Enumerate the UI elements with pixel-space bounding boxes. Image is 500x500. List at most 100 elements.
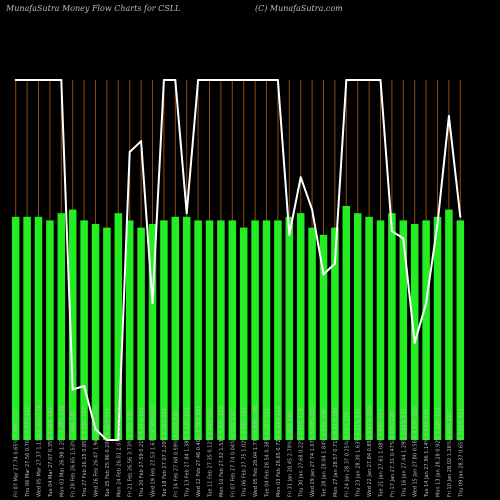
x-tick-label: Fri 24 Jan 28.37 0.25% 5.11% 124 — [344, 412, 350, 497]
x-tick-label: Tue 11 Feb 27.35 0.12% 6.84% 135 — [208, 408, 214, 498]
x-tick-label: Mon 24 Feb 26.01 2.07% 4.44% 145 — [116, 406, 122, 497]
bar — [80, 220, 88, 440]
line-point — [37, 79, 40, 81]
x-tick-label: Mon 27 Jan 28.57 0.71% 6.41% 138 — [333, 407, 339, 497]
x-tick-label: Wed 15 Jan 27.80 0.58% 4.73% 116 — [413, 407, 419, 497]
line-point — [117, 439, 120, 441]
copyright-text: (C) MunafaSutra.com — [255, 4, 343, 13]
bar — [445, 209, 453, 440]
bar — [239, 227, 248, 440]
chart-title: MunafaSutra Money Flow Charts for CSLL — [6, 4, 181, 13]
x-tick-label: Mon 10 Feb 27.32 1.53% 5.92% 129 — [219, 406, 225, 497]
line-point — [231, 79, 234, 81]
bar — [274, 220, 282, 440]
x-tick-label: Tue 04 Mar 27.07 0.35% 6.96% 126 — [48, 408, 54, 499]
bar — [399, 220, 408, 440]
bar — [433, 216, 442, 440]
bar — [46, 220, 54, 440]
bar — [23, 216, 31, 440]
bar — [422, 220, 430, 440]
line-point — [94, 428, 97, 431]
bar — [160, 220, 168, 440]
line-point — [128, 151, 131, 153]
line-point — [162, 79, 165, 81]
bar — [410, 224, 419, 440]
x-tick-label: Mon 03 Mar 26.98 1.25% 5.49% 142 — [59, 406, 65, 498]
bar — [217, 220, 225, 440]
bar — [57, 213, 66, 440]
x-tick-label: Mon 03 Feb 28.65 0.72% 6.31% 126 — [276, 406, 282, 497]
line-point — [185, 212, 188, 215]
x-tick-label: Fri 10 Jan 28.02 1.26% 4.84% 112 — [447, 412, 453, 497]
line-point — [219, 79, 222, 81]
line-point — [459, 215, 462, 218]
x-tick-label: Wed 19 Feb 27.53 1.67% 6.30% 114 — [151, 406, 157, 497]
x-tick-label: Wed 05 Mar 27.37 1.11% 6.53% 118 — [37, 405, 43, 497]
x-tick-label: Wed 22 Jan 27.84 0.85% 5.67% 118 — [367, 407, 373, 497]
x-tick-label: Thu 20 Feb 27.59 0.21% 5.21% 118 — [139, 407, 145, 498]
line-point — [242, 79, 245, 81]
bar — [194, 220, 202, 440]
x-tick-label: Thu 13 Feb 27.84 1.38% 6.43% 128 — [185, 407, 191, 498]
line-point — [140, 140, 143, 143]
x-tick-label: Thu 16 Jan 27.44 1.29% 5.84% 131 — [401, 408, 407, 498]
bar — [285, 216, 294, 440]
line-point — [299, 176, 302, 179]
bar — [148, 224, 157, 440]
bar — [376, 220, 385, 440]
line-point — [425, 302, 428, 305]
line-point — [60, 79, 63, 81]
bar — [125, 220, 134, 440]
x-tick-label: Thu 23 Jan 28.30 1.63% 6.25% 130 — [356, 408, 362, 498]
x-tick-label: Tue 21 Jan 27.61 1.08% 4.92% 127 — [379, 409, 385, 498]
line-point — [322, 273, 325, 276]
line-point — [379, 79, 382, 81]
line-point — [276, 79, 279, 81]
line-point — [174, 79, 177, 81]
line-point — [151, 302, 154, 305]
line-point — [390, 230, 393, 233]
line-point — [48, 79, 51, 81]
line-point — [26, 79, 29, 81]
x-tick-label: Fri 21 Feb 26.56 3.73% 3.75% 133 — [128, 411, 134, 497]
line-point — [83, 385, 86, 387]
x-tick-label: Tue 25 Feb 25.96 0.20% 8.32% 117 — [105, 408, 111, 498]
bar — [388, 213, 396, 440]
line-point — [436, 223, 439, 225]
line-series — [14, 79, 462, 441]
bar — [456, 220, 465, 440]
bar — [114, 213, 123, 440]
bar — [103, 227, 111, 440]
bar — [342, 206, 351, 440]
x-tick-label: Fri 07 Mar 27.74 0.65% 8.69% 117 — [14, 410, 20, 497]
x-tick-label: Mon 13 Jan 28.28 0.92% 5.18% 119 — [436, 407, 442, 497]
bar — [251, 220, 259, 440]
bar — [308, 227, 316, 440]
bar — [205, 220, 214, 440]
x-tick-label: Wed 05 Feb 28.04 1.77% 4.64% 106 — [253, 406, 259, 497]
x-tick-label: Tue 18 Feb 27.07 2.20% 5.18% 116 — [162, 408, 168, 498]
x-tick-label: Fri 31 Jan 28.45 2.79% 5.05% 144 — [287, 412, 293, 497]
x-tick-label: Thu 27 Feb 26.25 0.85% 6.33% 122 — [82, 407, 88, 498]
bar — [11, 216, 20, 440]
line-point — [333, 262, 336, 265]
money-flow-line — [15, 79, 462, 441]
x-tick-label: Fri 07 Feb 27.74 0.04% 6.21% 114 — [230, 411, 236, 497]
bar — [331, 227, 339, 440]
x-tick-label: Wed 29 Jan 27.74 1.07% 5.43% 123 — [310, 407, 316, 497]
line-point — [254, 79, 257, 81]
x-tick-label: Fri 28 Feb 26.65 1.53% 7.29% 141 — [71, 411, 77, 497]
bar — [34, 216, 43, 440]
x-tick-labels: Fri 07 Mar 27.74 0.65% 8.69% 117 Thu 06 M… — [14, 405, 465, 498]
x-tick-label: Thu 06 Feb 27.75 1.02% 5.95% 122 — [242, 407, 248, 498]
bar — [68, 209, 77, 440]
bar — [228, 220, 237, 440]
line-point — [311, 208, 314, 211]
bar — [182, 216, 191, 440]
line-point — [402, 237, 405, 240]
bar — [137, 227, 145, 440]
x-tick-label: Wed 26 Feb 26.47 1.94% 6.05% 108 — [94, 406, 100, 497]
line-point — [288, 233, 291, 236]
x-tick-label: Tue 28 Jan 28.04 1.84% 4.31% 106 — [322, 409, 328, 498]
